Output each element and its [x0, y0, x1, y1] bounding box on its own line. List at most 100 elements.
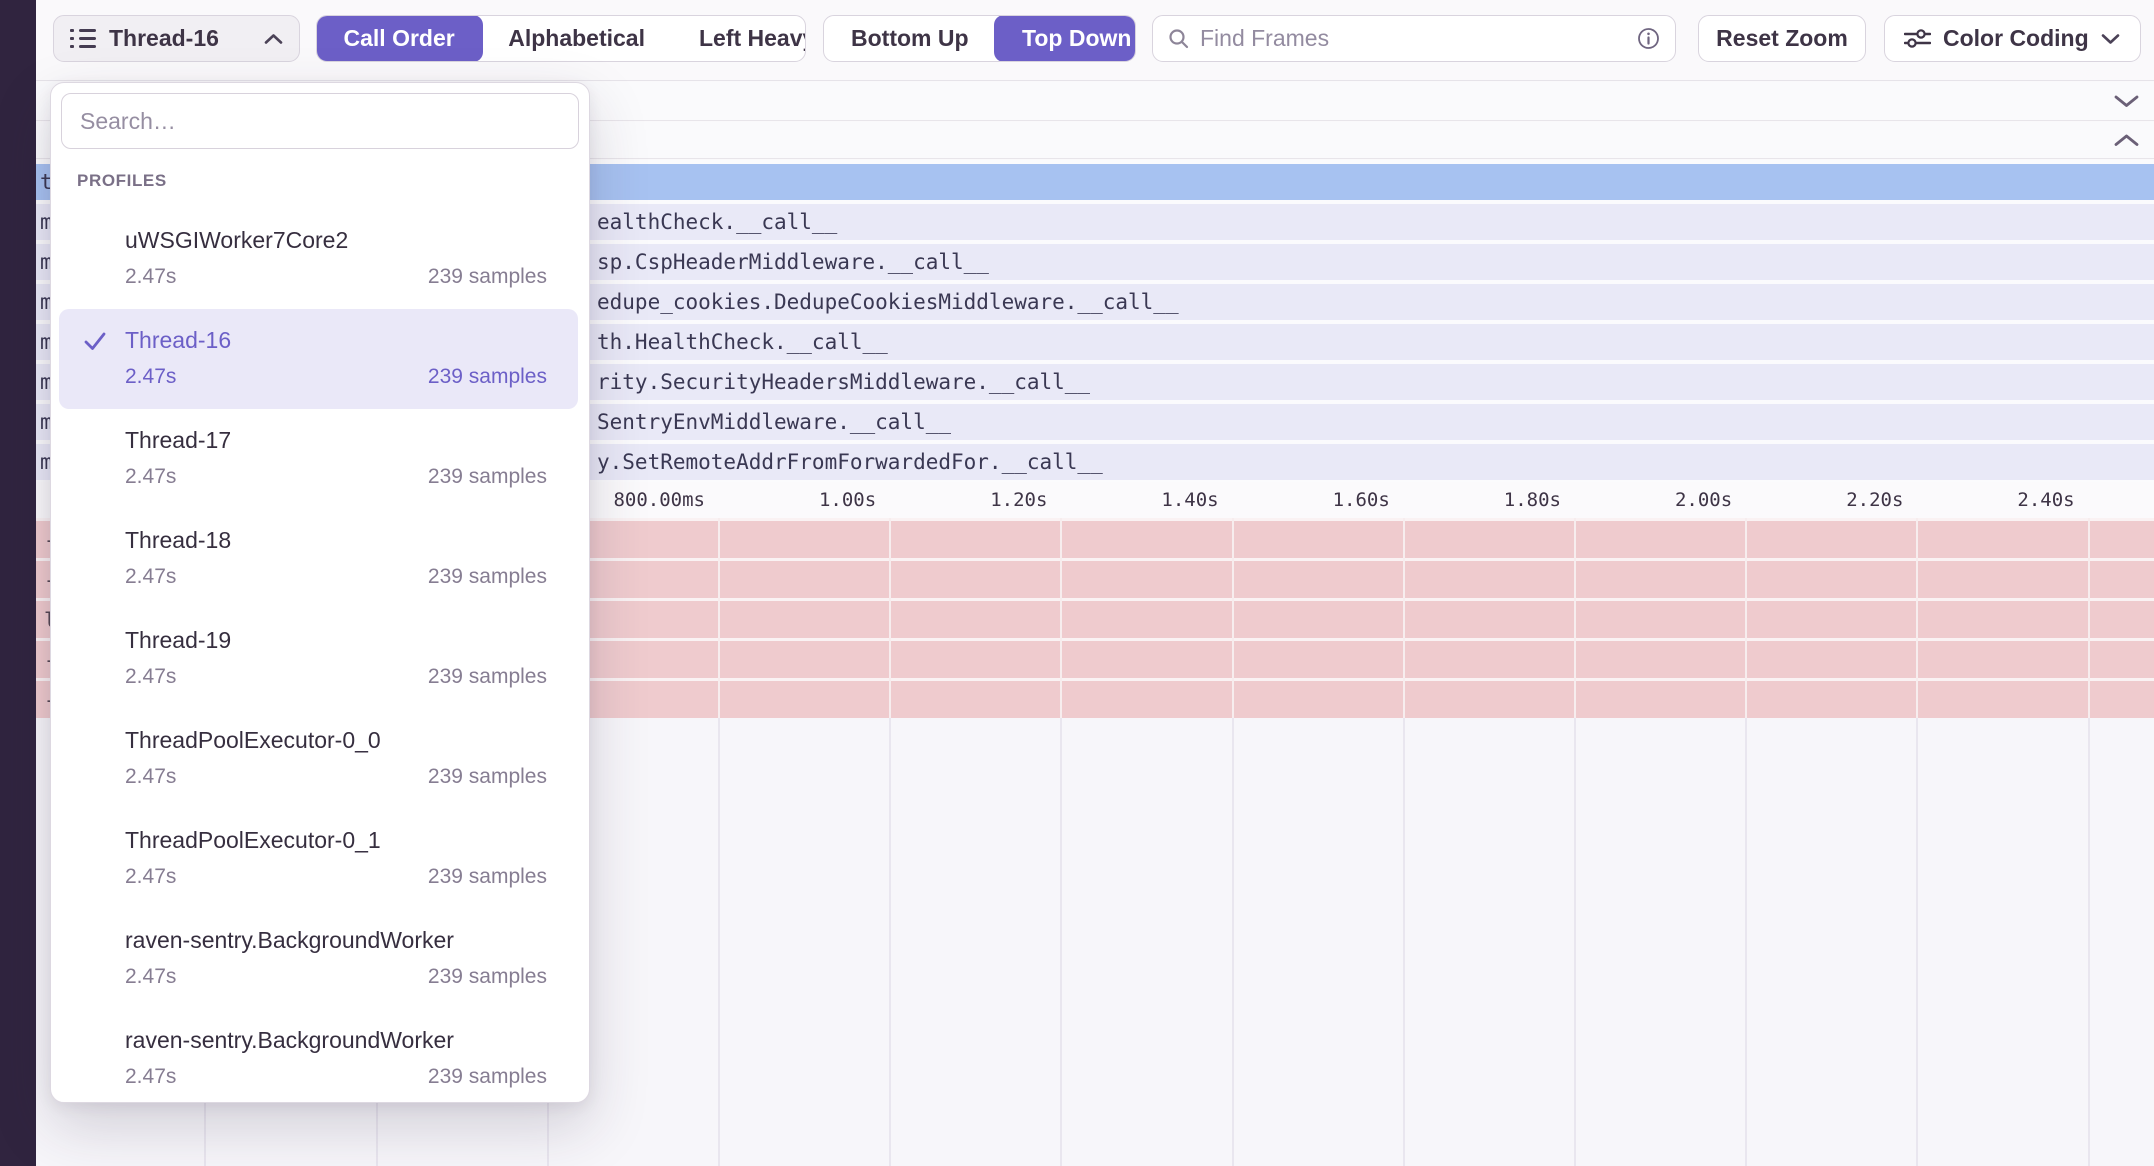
axis-tick-label: 1.00s [818, 489, 877, 511]
profile-duration: 2.47s [125, 865, 177, 888]
toolbar: Thread-16 Call Order Alphabetical Left H… [36, 0, 2154, 81]
left-sidebar-rail [0, 0, 36, 1166]
profile-option[interactable]: raven-sentry.BackgroundWorker 2.47s 239 sa… [51, 909, 589, 1009]
collapse-chevron-down-icon[interactable] [2113, 94, 2140, 108]
gridline [1402, 518, 1405, 718]
direction-option-bottom-up[interactable]: Bottom Up [851, 25, 969, 51]
frame-text: rity.SecurityHeadersMiddleware.__call__ [597, 370, 1091, 394]
profile-duration: 2.47s [125, 365, 177, 388]
gridline [718, 718, 720, 1166]
sort-option-alphabetical[interactable]: Alphabetical [508, 25, 645, 51]
profile-sample-count: 239 samples [427, 1065, 547, 1088]
frame-text: th.HealthCheck.__call__ [597, 330, 888, 354]
profile-sample-count: 239 samples [427, 665, 547, 688]
axis-tick-label: 2.40s [2017, 489, 2075, 511]
frame-text-left-fragment: m [40, 330, 53, 354]
frame-text-left-fragment: m [40, 210, 53, 234]
sort-segmented-control: Call Order Alphabetical Left Heavy [316, 15, 806, 62]
profile-sample-count: 239 samples [427, 465, 547, 488]
gridline [1060, 518, 1063, 718]
profile-option[interactable]: Thread-17 2.47s 239 samples [51, 409, 589, 509]
reset-zoom-label: Reset Zoom [1716, 25, 1848, 51]
profile-sample-count: 239 samples [427, 565, 547, 588]
flame-row[interactable]: m SentryEnvMiddleware.__call__ [36, 404, 2154, 440]
gridline [1574, 718, 1576, 1166]
frame-text: edupe_cookies.DedupeCookiesMiddleware.__… [597, 290, 1179, 314]
thread-dropdown-panel: PROFILES uWSGIWorker7Core2 2.47s 239 sampl… [50, 82, 590, 1103]
info-icon[interactable] [1637, 27, 1660, 50]
profile-option[interactable]: Thread-16 2.47s 239 samples [51, 309, 589, 409]
gridline [1916, 718, 1919, 1166]
sliders-icon [1904, 29, 1931, 48]
thread-list-icon [70, 28, 96, 49]
profile-name: Thread-19 [125, 627, 232, 653]
axis-tick-label: 1.20s [990, 489, 1048, 511]
profile-sample-count: 239 samples [427, 265, 547, 288]
profile-option[interactable]: ThreadPoolExecutor-0_1 2.47s 239 samples [51, 809, 589, 909]
sort-option-left-heavy[interactable]: Left Heavy [698, 25, 806, 51]
gridline [1402, 718, 1405, 1166]
profile-sample-count: 239 samples [427, 865, 547, 888]
gridline [889, 518, 892, 718]
check-icon [84, 332, 106, 350]
gridline [1745, 718, 1748, 1166]
profile-duration: 2.47s [125, 465, 177, 488]
axis-tick-label: 1.40s [1161, 489, 1219, 511]
reset-zoom-button[interactable]: Reset Zoom [1698, 15, 1866, 62]
find-frames-field [1152, 15, 1676, 62]
direction-option-top-down[interactable]: Top Down [994, 16, 1135, 61]
frame-text: sp.CspHeaderMiddleware.__call__ [597, 250, 989, 274]
gridline [718, 518, 720, 718]
gridline [1060, 718, 1063, 1166]
chevron-up-icon [264, 33, 283, 44]
search-icon [1169, 29, 1189, 49]
profile-option[interactable]: raven-sentry.BackgroundWorker 2.47s 239 sa… [51, 1009, 589, 1109]
direction-segmented-control: Bottom Up Top Down [823, 15, 1136, 62]
gridline [1745, 518, 1748, 718]
profile-duration: 2.47s [125, 665, 177, 688]
profile-name: ThreadPoolExecutor-0_0 [125, 727, 381, 753]
chevron-down-icon [2101, 33, 2119, 44]
color-coding-button[interactable]: Color Coding [1884, 15, 2141, 62]
gridline [1574, 518, 1576, 718]
profile-list: uWSGIWorker7Core2 2.47s 239 samples Thread-… [51, 209, 589, 1109]
color-coding-label: Color Coding [1943, 25, 2089, 51]
profile-name: ThreadPoolExecutor-0_1 [125, 827, 381, 853]
frame-text: y.SetRemoteAddrFromForwardedFor.__call__ [597, 450, 1103, 474]
find-frames-input[interactable] [1200, 25, 1626, 52]
profiles-section-label: PROFILES [77, 171, 167, 190]
profile-name: raven-sentry.BackgroundWorker [125, 1027, 454, 1053]
frame-text-left-fragment: m [40, 370, 53, 394]
profile-sample-count: 239 samples [427, 365, 547, 388]
profile-duration: 2.47s [125, 565, 177, 588]
gridline [889, 718, 892, 1166]
collapse-chevron-up-icon[interactable] [2113, 133, 2140, 147]
frame-text-left-fragment: m [40, 410, 53, 434]
thread-selector-label: Thread-16 [109, 25, 219, 51]
profile-name: Thread-16 [125, 327, 232, 353]
profile-name: uWSGIWorker7Core2 [125, 227, 349, 253]
frame-text: ealthCheck.__call__ [597, 210, 838, 234]
profile-duration: 2.47s [125, 1065, 177, 1088]
profile-search-input[interactable] [61, 93, 579, 149]
profile-name: Thread-17 [125, 427, 232, 453]
thread-selector-button[interactable]: Thread-16 [53, 15, 300, 62]
frame-text-left-fragment: m [40, 290, 53, 314]
gridline [1916, 518, 1919, 718]
profile-name: raven-sentry.BackgroundWorker [125, 927, 454, 953]
gridline [2087, 518, 2090, 718]
sort-option-call-order[interactable]: Call Order [317, 16, 483, 61]
frame-text: SentryEnvMiddleware.__call__ [597, 410, 952, 434]
profile-option[interactable]: Thread-18 2.47s 239 samples [51, 509, 589, 609]
profile-option[interactable]: ThreadPoolExecutor-0_0 2.47s 239 samples [51, 709, 589, 809]
axis-tick-label: 1.60s [1332, 489, 1390, 511]
gridline [1231, 718, 1234, 1166]
profile-option[interactable]: uWSGIWorker7Core2 2.47s 239 samples [51, 209, 589, 309]
profile-duration: 2.47s [125, 765, 177, 788]
frame-text-left-fragment: m [40, 250, 53, 274]
frame-text-left-fragment: m [40, 450, 53, 474]
profile-option[interactable]: Thread-19 2.47s 239 samples [51, 609, 589, 709]
gridline [1231, 518, 1234, 718]
axis-tick-label: 2.20s [1846, 489, 1904, 511]
